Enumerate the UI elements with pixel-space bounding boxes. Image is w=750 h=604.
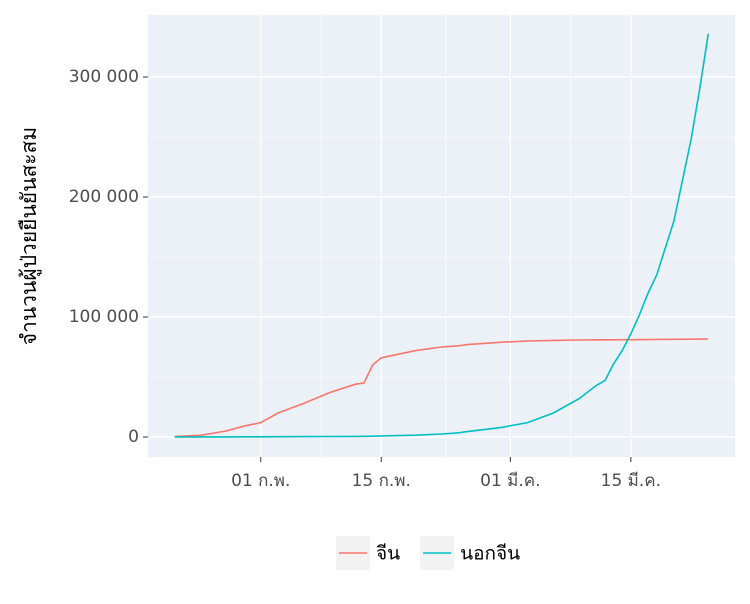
- y-axis-label: จำนวนผู้ป่วยยืนยันสะสม: [17, 127, 42, 345]
- x-tick-label: 01 ก.พ.: [231, 471, 290, 491]
- series-line: [174, 338, 709, 438]
- panel: [148, 15, 735, 457]
- series-line: [174, 33, 710, 438]
- y-tick-label: 200 000: [69, 187, 139, 207]
- legend-label: นอกจีน: [460, 543, 520, 565]
- x-tick-label: 15 มี.ค.: [601, 471, 661, 491]
- y-tick-label: 100 000: [69, 307, 139, 327]
- x-tick-label: 15 ก.พ.: [352, 471, 411, 491]
- legend: จีน นอกจีน: [336, 536, 520, 570]
- y-tick-label: 300 000: [69, 67, 139, 87]
- x-tick-label: 01 มี.ค.: [480, 471, 540, 491]
- y-tick-label: 0: [128, 427, 139, 447]
- lines: [174, 33, 710, 438]
- legend-label: จีน: [376, 543, 400, 565]
